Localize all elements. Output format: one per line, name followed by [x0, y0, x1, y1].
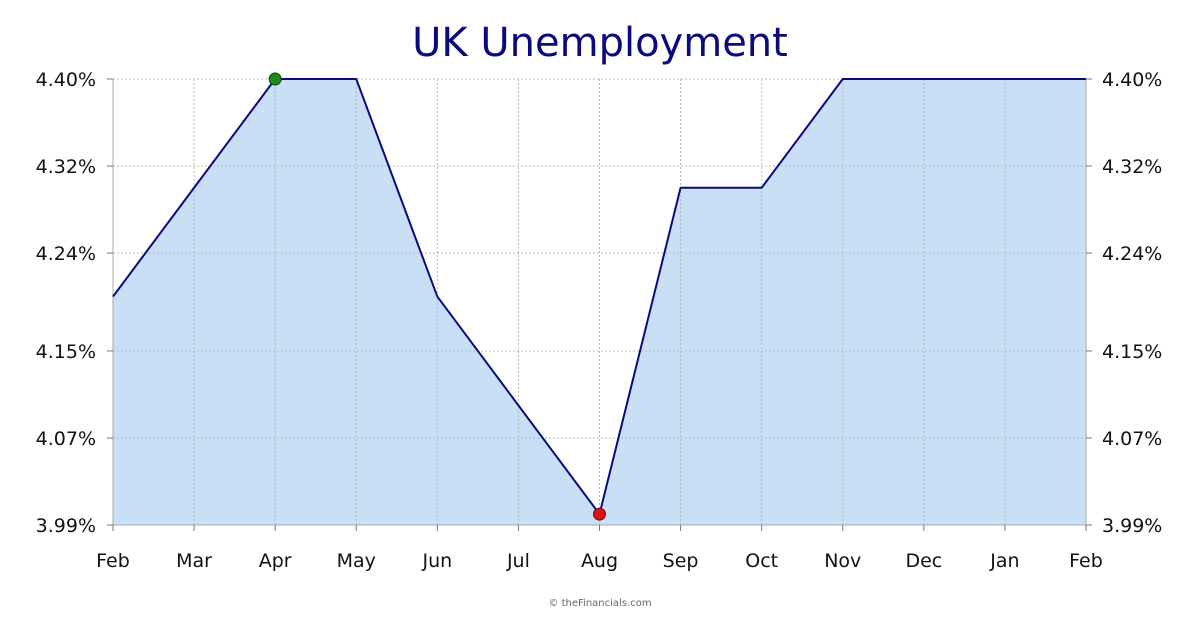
x-tick-label: Dec	[905, 550, 942, 572]
high-point-marker	[268, 72, 282, 86]
y-tick-label-left: 4.07%	[36, 428, 96, 450]
y-tick-label-left: 4.32%	[36, 156, 96, 178]
y-tick-label-left: 4.15%	[36, 341, 96, 363]
x-tick-label: May	[337, 550, 376, 572]
y-tick-label-left: 4.40%	[36, 69, 96, 91]
x-tick-label: Sep	[663, 550, 699, 572]
chart-title: UK Unemployment	[412, 20, 788, 66]
x-tick-label: Jun	[421, 550, 452, 572]
credit-text: © theFinancials.com	[548, 598, 652, 609]
area-fill	[113, 79, 1086, 525]
y-tick-label-right: 3.99%	[1102, 515, 1162, 537]
x-tick-label: Feb	[96, 550, 130, 572]
x-tick-label: Nov	[824, 550, 861, 572]
y-tick-label-left: 4.24%	[36, 243, 96, 265]
x-tick-label: Mar	[176, 550, 212, 572]
y-tick-label-right: 4.24%	[1102, 243, 1162, 265]
x-tick-label: Jan	[989, 550, 1019, 572]
y-tick-label-right: 4.07%	[1102, 428, 1162, 450]
y-tick-label-right: 4.32%	[1102, 156, 1162, 178]
y-tick-label-right: 4.15%	[1102, 341, 1162, 363]
x-tick-label: Aug	[581, 550, 618, 572]
x-tick-label: Apr	[259, 550, 292, 572]
x-tick-label: Oct	[745, 550, 778, 572]
low-point-marker	[593, 507, 606, 521]
y-tick-label-left: 3.99%	[36, 515, 96, 537]
x-tick-label: Feb	[1069, 550, 1103, 572]
y-tick-label-right: 4.40%	[1102, 69, 1162, 91]
x-tick-label: Jul	[506, 550, 530, 572]
